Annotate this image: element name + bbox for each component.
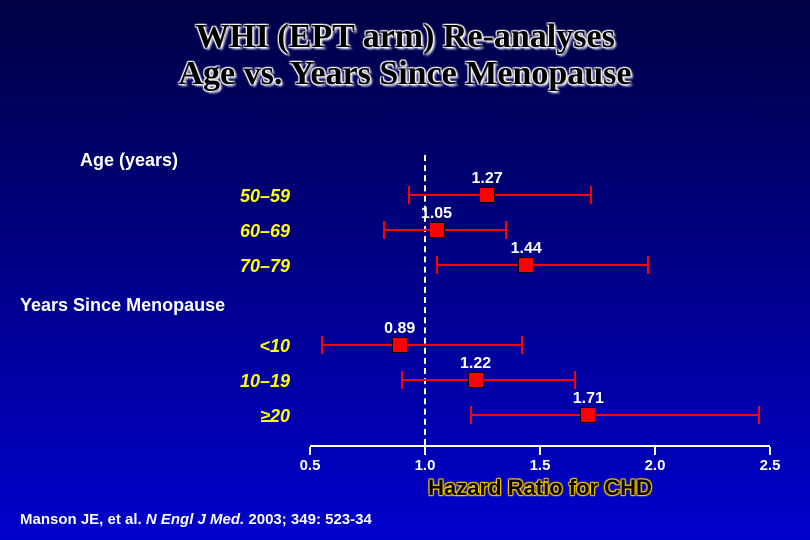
axis-tick-label: 2.5 <box>760 457 781 474</box>
value-label: 1.71 <box>573 390 604 408</box>
ci-cap <box>647 256 649 274</box>
axis-title: Hazard Ratio for CHD <box>310 475 770 501</box>
axis-tick <box>654 447 656 455</box>
point-marker <box>479 187 495 203</box>
row-label: 50–59 <box>180 186 290 207</box>
point-marker <box>392 337 408 353</box>
row-label: 60–69 <box>180 221 290 242</box>
axis-tick-label: 2.0 <box>645 457 666 474</box>
ci-cap <box>401 371 403 389</box>
forest-plot: 0.51.01.52.02.5Hazard Ratio for CHDAge (… <box>310 155 770 465</box>
title-line2: Age vs. Years Since Menopause <box>0 55 810 92</box>
value-label: 0.89 <box>384 320 415 338</box>
axis-tick <box>309 447 311 455</box>
title-line1: WHI (EPT arm) Re-analyses <box>0 18 810 55</box>
axis-tick-label: 1.0 <box>415 457 436 474</box>
point-marker <box>580 407 596 423</box>
ci-cap <box>408 186 410 204</box>
slide-title: WHI (EPT arm) Re-analyses Age vs. Years … <box>0 18 810 93</box>
section-header-age: Age (years) <box>80 150 178 171</box>
ci-cap <box>758 406 760 424</box>
value-label: 1.44 <box>511 240 542 258</box>
point-marker <box>518 257 534 273</box>
ci-line <box>384 229 506 231</box>
citation: Manson JE, et al. N Engl J Med. 2003; 34… <box>20 511 372 528</box>
ci-cap <box>470 406 472 424</box>
ci-line <box>322 344 522 346</box>
citation-journal: N Engl J Med. <box>146 511 244 528</box>
ci-cap <box>383 221 385 239</box>
section-header-ysm: Years Since Menopause <box>20 295 225 316</box>
row-label: <10 <box>180 336 290 357</box>
value-label: 1.22 <box>460 355 491 373</box>
forest-row: 10–191.22 <box>310 365 770 395</box>
citation-prefix: Manson JE, et al. <box>20 511 146 528</box>
point-marker <box>429 222 445 238</box>
ci-cap <box>521 336 523 354</box>
point-marker <box>468 372 484 388</box>
forest-row: 50–591.27 <box>310 180 770 210</box>
ci-line <box>402 379 575 381</box>
ci-line <box>437 264 649 266</box>
row-label: 70–79 <box>180 256 290 277</box>
axis-tick <box>424 447 426 455</box>
row-label: ≥20 <box>180 406 290 427</box>
ci-cap <box>505 221 507 239</box>
value-label: 1.27 <box>472 170 503 188</box>
ci-cap <box>321 336 323 354</box>
ci-cap <box>590 186 592 204</box>
axis-tick <box>539 447 541 455</box>
ci-cap <box>574 371 576 389</box>
ci-line <box>409 194 591 196</box>
citation-suffix: 2003; 349: 523-34 <box>244 511 372 528</box>
forest-row: <100.89 <box>310 330 770 360</box>
forest-row: ≥201.71 <box>310 400 770 430</box>
axis-tick-label: 1.5 <box>530 457 551 474</box>
forest-row: 70–791.44 <box>310 250 770 280</box>
axis-tick <box>769 447 771 455</box>
row-label: 10–19 <box>180 371 290 392</box>
axis-tick-label: 0.5 <box>300 457 321 474</box>
ci-line <box>471 414 759 416</box>
ci-cap <box>436 256 438 274</box>
value-label: 1.05 <box>421 205 452 223</box>
